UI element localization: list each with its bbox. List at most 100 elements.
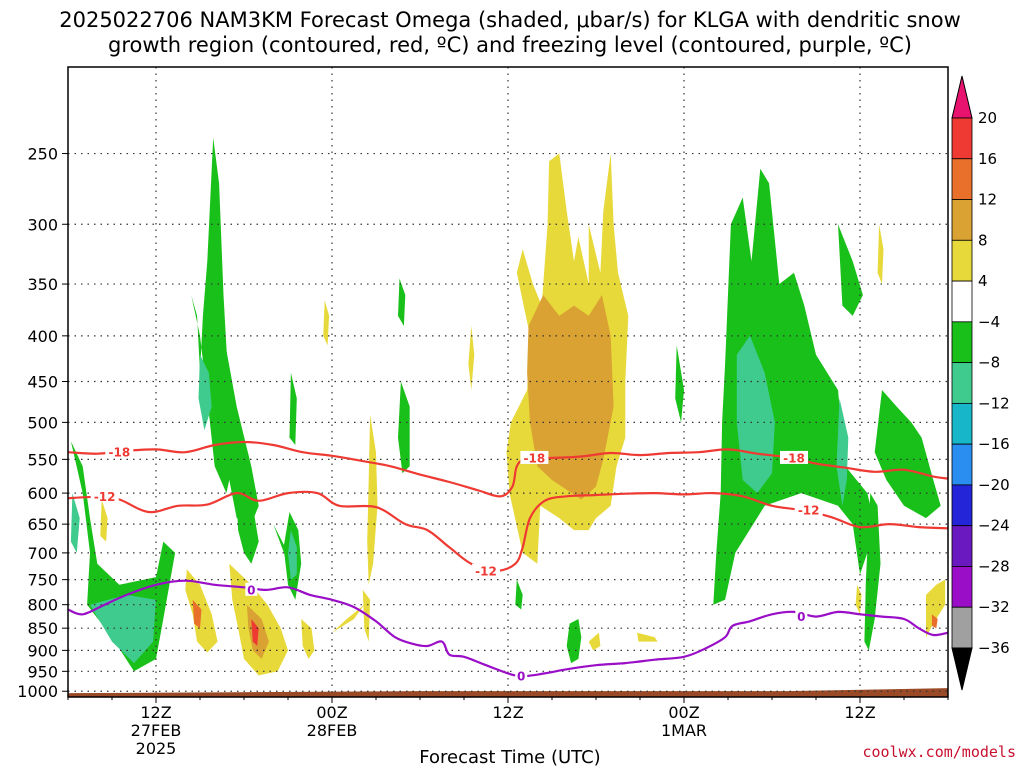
colorbar-band-4: [951, 280, 973, 323]
colorbar-label-9: −20: [978, 476, 1010, 494]
omega-region-4: [191, 137, 233, 494]
omega-region-29: [588, 632, 601, 651]
colorbar-bottom-arrow: [951, 647, 973, 691]
x-tick-label-0-l3: 2025: [136, 739, 177, 758]
colorbar-label-13: −36: [978, 639, 1010, 657]
colorbar-label-11: −28: [978, 557, 1010, 575]
colorbar-label-10: −24: [978, 517, 1010, 535]
x-tick-label-3-l2: 1MAR: [661, 721, 707, 740]
y-tick-label-600: 600: [27, 484, 58, 503]
y-tick-label-650: 650: [27, 515, 58, 534]
isotherm-0: [68, 579, 948, 678]
omega-region-34: [838, 224, 863, 316]
isotherm-label--12: -12: [94, 490, 116, 504]
omega-region-7: [236, 499, 259, 564]
omega-region-24: [468, 326, 475, 390]
y-tick-label-700: 700: [27, 544, 58, 563]
omega-region-35: [874, 390, 941, 519]
x-tick-label-2-l1: 12Z: [492, 703, 523, 722]
isotherm-label-bg: [515, 669, 528, 683]
omega-region-20: [332, 604, 365, 633]
y-tick-label-400: 400: [27, 327, 58, 346]
omega-region-10: [288, 530, 297, 580]
colorbar-band-12: [951, 606, 973, 649]
omega-region-39: [855, 584, 862, 615]
isotherm-label-bg: [780, 450, 808, 464]
colorbar-band-2: [951, 199, 973, 241]
y-tick-label-850: 850: [27, 619, 58, 638]
colorbar-band-6: [951, 362, 973, 404]
y-tick-label-250: 250: [27, 145, 58, 164]
colorbar-top-arrow: [951, 75, 973, 119]
x-tick-label-1-l2: 28FEB: [307, 721, 358, 740]
omega-region-6: [222, 326, 259, 525]
isotherm-label-bg: [520, 450, 549, 464]
isotherm-label--18: -18: [783, 451, 805, 465]
y-axis: 250 300 350 400 450 500 550 600 650 700 750 800 850 9…: [17, 145, 68, 701]
x-tick-label-3-l1: 00Z: [668, 703, 699, 722]
colorbar-label-1: 16: [978, 150, 997, 168]
colorbar-band-10: [951, 525, 973, 567]
isotherm-label-0: 0: [247, 583, 255, 597]
colorbar-label-12: −32: [978, 598, 1010, 616]
isotherm-label--18: -18: [524, 451, 546, 465]
isotherm-label-bg: [794, 503, 823, 517]
colorbar: 20 16 12 8 4 −4 −8 −12 −16 −20 −24 −28 −32 −36: [951, 75, 1010, 691]
omega-region-15: [192, 599, 202, 629]
omega-region-38: [877, 224, 884, 284]
omega-region-31: [675, 345, 684, 423]
colorbar-label-5: −4: [978, 313, 1000, 331]
y-tick-label-900: 900: [27, 641, 58, 660]
colorbar-band-11: [951, 566, 973, 608]
colorbar-band-9: [951, 484, 973, 527]
isotherm-label-bg: [245, 582, 258, 596]
grid: [68, 67, 948, 697]
y-tick-label-350: 350: [27, 275, 58, 294]
isotherm-label-0: 0: [517, 670, 525, 684]
colorbar-band-1: [951, 158, 973, 200]
y-tick-label-300: 300: [27, 215, 58, 234]
colorbar-label-4: 4: [978, 272, 988, 290]
y-tick-label-800: 800: [27, 596, 58, 615]
y-tick-label-950: 950: [27, 662, 58, 681]
chart-title-line-1: 2025022706 NAM3KM Forecast Omega (shaded…: [59, 8, 961, 32]
isotherm-label-0: 0: [797, 610, 805, 624]
omega-region-3: [100, 499, 108, 542]
isotherm-label-bg: [795, 609, 808, 623]
plot-area: [68, 137, 948, 697]
colorbar-label-6: −8: [978, 354, 1000, 372]
omega-region-28: [566, 619, 582, 664]
colorbar-label-7: −12: [978, 394, 1010, 412]
contours: -18 -18 -18 -12 -12 -12 0 0 0: [68, 440, 948, 684]
omega-region-32: [713, 168, 875, 605]
y-tick-label-750: 750: [27, 571, 58, 590]
colorbar-band-0: [951, 117, 973, 160]
omega-region-5: [198, 354, 212, 431]
omega-region-26: [527, 295, 614, 500]
y-tick-label-550: 550: [27, 450, 58, 469]
colorbar-label-0: 20: [978, 109, 997, 127]
omega-region-18: [251, 619, 259, 646]
y-tick-label-500: 500: [27, 413, 58, 432]
omega-region-21: [367, 414, 378, 585]
omega-region-13: [398, 381, 410, 474]
colorbar-band-3: [951, 239, 973, 282]
chart-title-line-2: growth region (contoured, red, ºC) and f…: [108, 33, 912, 57]
colorbar-label-2: 12: [978, 191, 997, 209]
colorbar-label-3: 8: [978, 231, 988, 249]
x-tick-label-0-l1: 12Z: [140, 703, 171, 722]
omega-region-23: [323, 300, 330, 346]
omega-region-40: [926, 579, 946, 638]
isotherm-label-bg: [105, 445, 134, 459]
omega-region-2: [70, 493, 80, 553]
colorbar-band-8: [951, 443, 973, 486]
y-tick-label-1000: 1000: [17, 682, 58, 701]
isotherm-label-bg: [90, 489, 119, 503]
omega-region-36: [864, 493, 881, 651]
omega-region-41: [931, 614, 938, 629]
x-tick-label-4-l1: 12Z: [844, 703, 875, 722]
ground-surface: [68, 688, 948, 697]
isotherm-label--12: -12: [475, 564, 497, 578]
